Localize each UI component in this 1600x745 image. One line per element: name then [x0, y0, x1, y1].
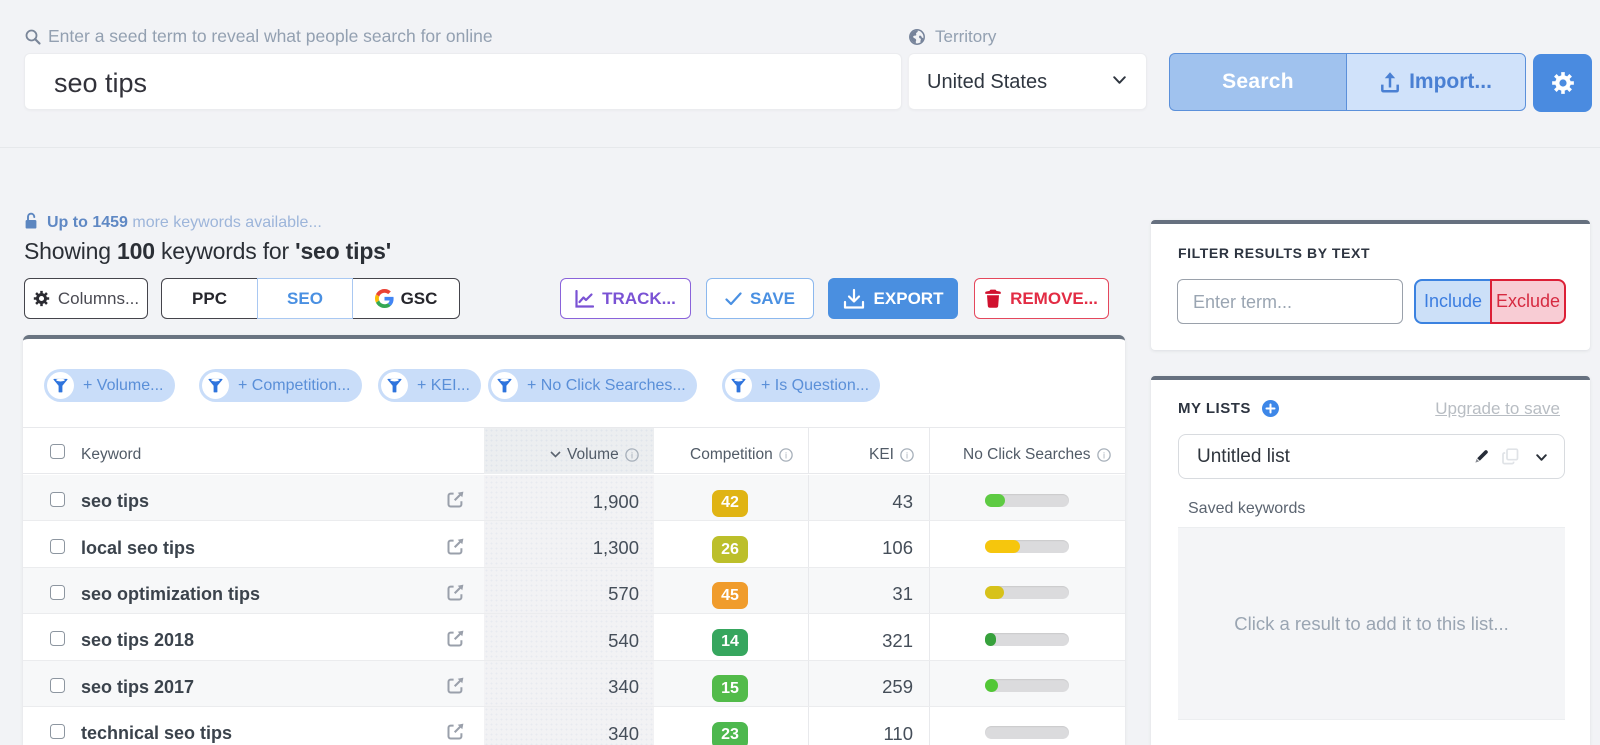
svg-text:i: i [631, 450, 633, 460]
svg-text:i: i [906, 450, 908, 460]
svg-text:i: i [1102, 450, 1104, 460]
svg-text:i: i [785, 450, 787, 460]
